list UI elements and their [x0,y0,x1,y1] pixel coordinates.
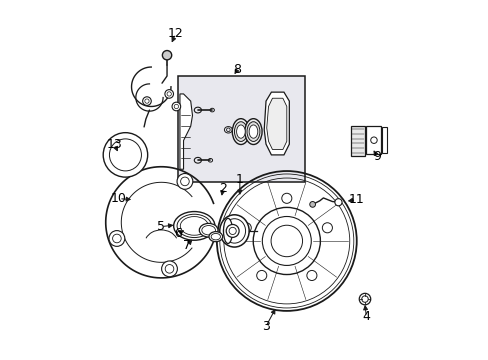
Text: 9: 9 [372,150,380,163]
Circle shape [162,261,177,277]
Bar [382,127,386,153]
Circle shape [226,225,239,237]
Bar [178,76,305,182]
Ellipse shape [236,125,244,138]
Circle shape [361,296,367,302]
Circle shape [103,133,147,177]
Text: 6: 6 [174,226,182,239]
Polygon shape [264,92,289,155]
Polygon shape [266,98,286,149]
Text: 13: 13 [106,138,122,151]
Circle shape [109,139,141,171]
Text: 5: 5 [157,220,165,233]
Circle shape [177,174,192,189]
Circle shape [228,227,236,234]
Text: 11: 11 [348,193,364,206]
Ellipse shape [177,214,211,238]
Text: 4: 4 [362,310,369,324]
Text: 12: 12 [167,27,183,40]
Text: 2: 2 [219,183,226,195]
Bar [366,126,381,154]
Ellipse shape [180,217,208,235]
Ellipse shape [202,226,215,235]
Circle shape [109,231,124,246]
Ellipse shape [232,119,249,144]
Text: 8: 8 [233,63,241,76]
Circle shape [359,293,370,305]
Bar [351,126,364,156]
Ellipse shape [223,219,232,243]
Text: 3: 3 [262,320,269,333]
Circle shape [309,202,315,207]
Circle shape [164,90,173,98]
Ellipse shape [244,119,262,144]
Ellipse shape [249,125,257,138]
Text: 10: 10 [111,192,127,205]
Polygon shape [180,94,192,169]
Ellipse shape [173,212,214,240]
Ellipse shape [208,231,222,242]
Circle shape [162,50,171,60]
Circle shape [142,97,151,105]
Ellipse shape [211,233,220,240]
Circle shape [172,102,180,111]
Text: 1: 1 [235,173,244,186]
Ellipse shape [223,219,245,243]
Ellipse shape [199,224,218,237]
Ellipse shape [246,122,260,141]
Ellipse shape [219,215,249,247]
Ellipse shape [234,122,247,141]
Circle shape [334,199,341,206]
Text: 7: 7 [183,239,191,252]
